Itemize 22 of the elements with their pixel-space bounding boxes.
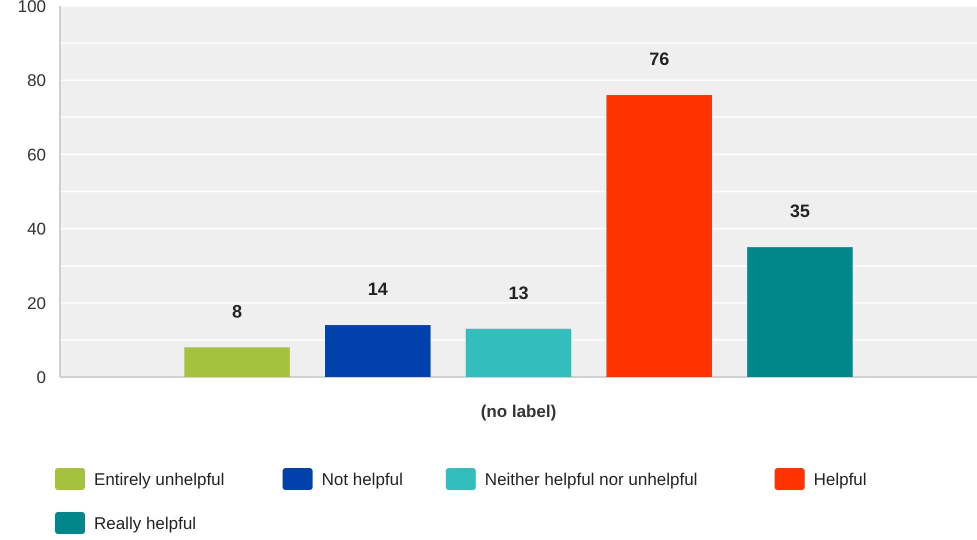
data-label: 76 [649,49,670,70]
y-tick-label: 60 [27,145,46,164]
y-tick-label: 0 [36,368,46,387]
data-label: 14 [368,279,388,300]
y-tick-label: 80 [27,71,46,90]
legend-label: Helpful [814,470,867,489]
y-tick-label: 40 [27,220,46,239]
data-label: 35 [790,201,810,222]
bar [184,347,290,377]
y-tick-label: 20 [27,294,46,313]
data-label: 8 [232,301,242,322]
y-tick-label: 100 [18,0,46,16]
legend-label: Not helpful [322,470,403,489]
bar [747,247,853,377]
bar [606,95,712,377]
x-tick-label: (no label) [480,402,556,421]
legend-label: Really helpful [94,514,196,533]
legend-label: Neither helpful nor unhelpful [484,470,698,489]
bar [466,328,572,377]
legend-label: Entirely unhelpful [94,470,224,489]
bar [325,325,431,377]
data-label: 13 [508,282,529,303]
